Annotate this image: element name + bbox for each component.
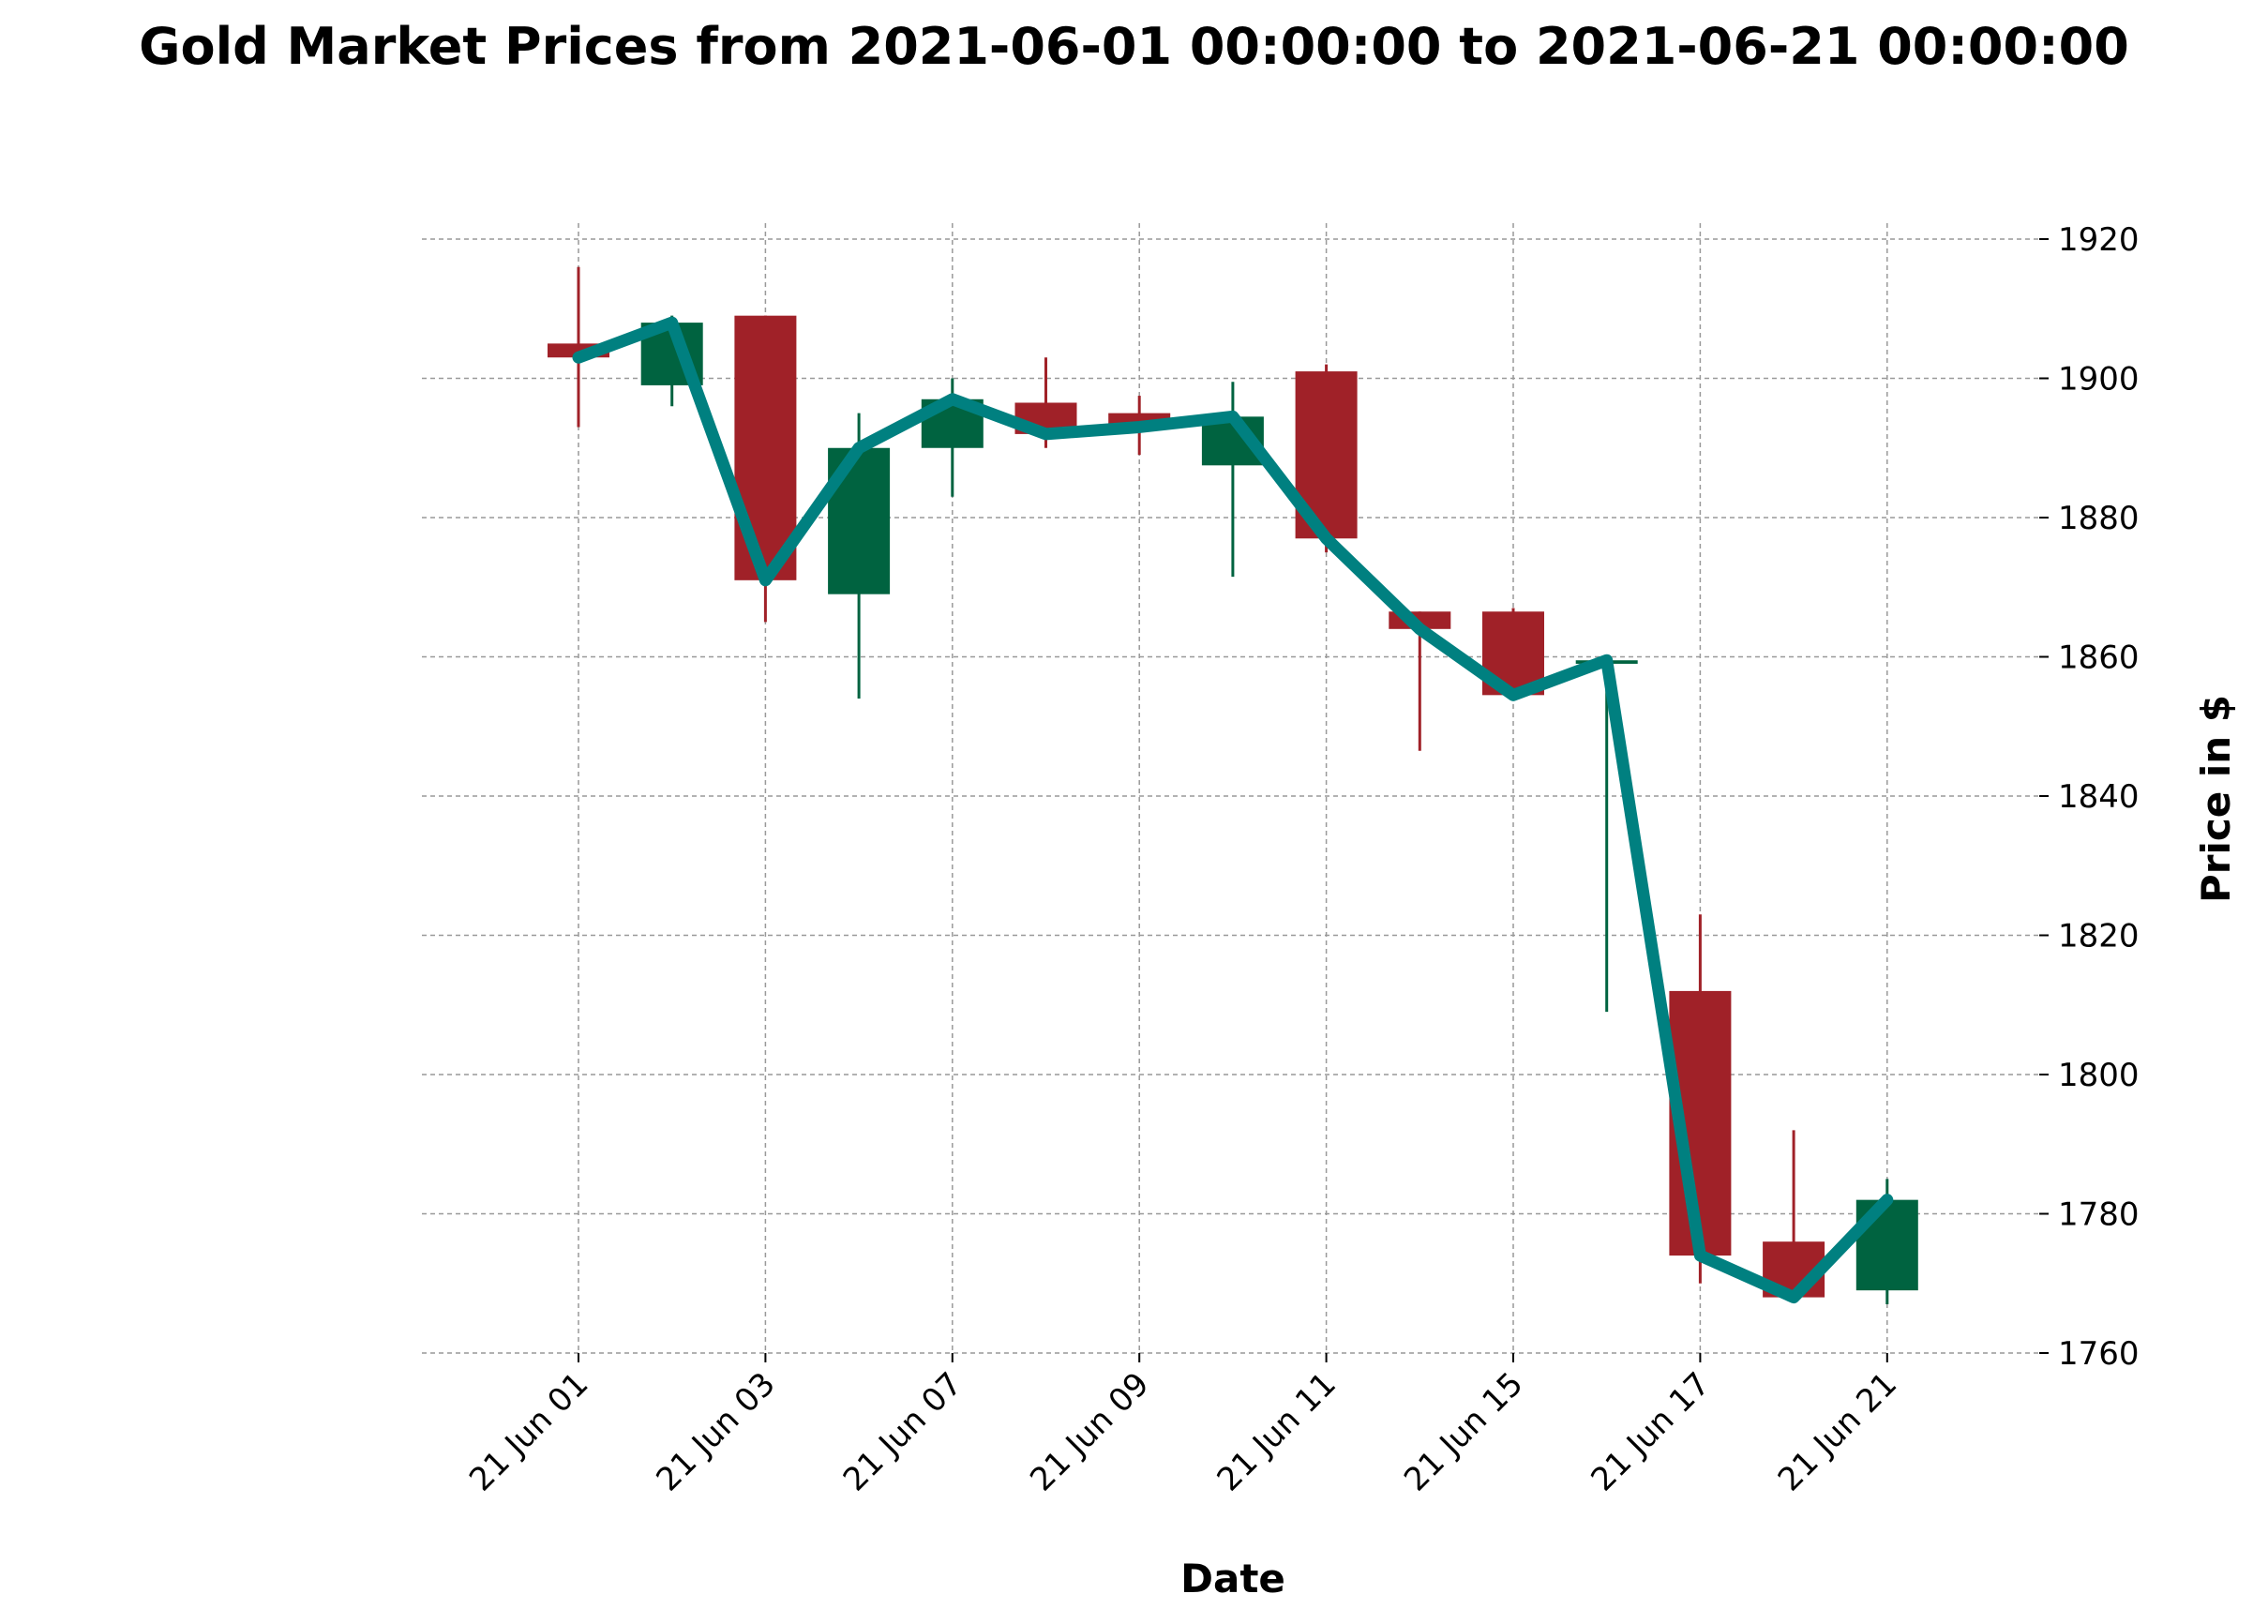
x-tick-label: 21 Jun 09 [1023, 1365, 1156, 1498]
y-tick-label: 1820 [2058, 918, 2140, 955]
y-tick-label: 1860 [2058, 639, 2140, 677]
y-tick-label: 1760 [2058, 1335, 2140, 1373]
chart-title: Gold Market Prices from 2021-06-01 00:00… [139, 17, 2129, 76]
x-tick-label: 21 Jun 03 [649, 1365, 782, 1498]
x-tick-label: 21 Jun 07 [836, 1365, 969, 1498]
y-tick-label: 1920 [2058, 221, 2140, 259]
y-tick-label: 1880 [2058, 500, 2140, 537]
x-axis-label: Date [1180, 1556, 1285, 1601]
y-axis-label: Price in $ [2193, 695, 2239, 903]
x-tick-label: 21 Jun 01 [462, 1365, 595, 1498]
x-tick-label: 21 Jun 21 [1771, 1365, 1904, 1498]
y-tick-label: 1800 [2058, 1057, 2140, 1094]
candle-body [1855, 1199, 1918, 1291]
x-tick-label: 21 Jun 15 [1397, 1365, 1530, 1498]
grid-layer [422, 223, 2039, 1354]
y-tick-label: 1900 [2058, 361, 2140, 398]
x-tick-label: 21 Jun 11 [1210, 1365, 1344, 1498]
close-price-line [572, 316, 1894, 1304]
y-tick-label: 1840 [2058, 778, 2140, 816]
x-tick-label: 21 Jun 17 [1584, 1365, 1717, 1498]
y-tick-label: 1780 [2058, 1196, 2140, 1234]
line-layer [572, 316, 1894, 1304]
